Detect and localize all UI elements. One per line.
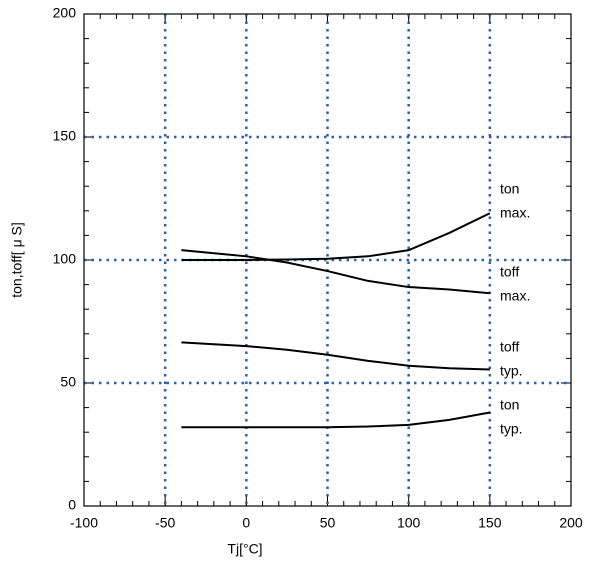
y-tick-label: 150 — [53, 128, 77, 144]
x-tick-label: 50 — [320, 515, 336, 531]
x-axis-label: Tj[°C] — [227, 541, 262, 557]
y-tick-label: 200 — [53, 5, 77, 21]
series-line — [181, 212, 491, 261]
y-tick-label: 100 — [53, 251, 77, 267]
series-label: toff — [500, 339, 519, 355]
x-tick-label: -100 — [70, 515, 98, 531]
series-label: ton — [500, 397, 519, 413]
plot-frame — [83, 13, 572, 507]
series-label: typ. — [500, 421, 523, 437]
series-label: toff — [500, 264, 519, 280]
y-axis-label: ton,toff[ μ S] — [9, 222, 25, 298]
x-tick-label: -50 — [155, 515, 175, 531]
x-tick-label: 0 — [242, 515, 250, 531]
series-label: max. — [500, 288, 530, 304]
x-tick-label: 150 — [478, 515, 502, 531]
series-line — [181, 341, 490, 371]
y-tick-label: 0 — [68, 497, 76, 513]
series-label: typ. — [500, 363, 523, 379]
x-tick-label: 200 — [559, 515, 583, 531]
series-label: ton — [500, 181, 519, 197]
series-line — [181, 249, 490, 295]
x-tick-label: 100 — [397, 515, 421, 531]
series-line — [181, 411, 491, 429]
y-tick-label: 50 — [60, 374, 76, 390]
series-label: max. — [500, 205, 530, 221]
